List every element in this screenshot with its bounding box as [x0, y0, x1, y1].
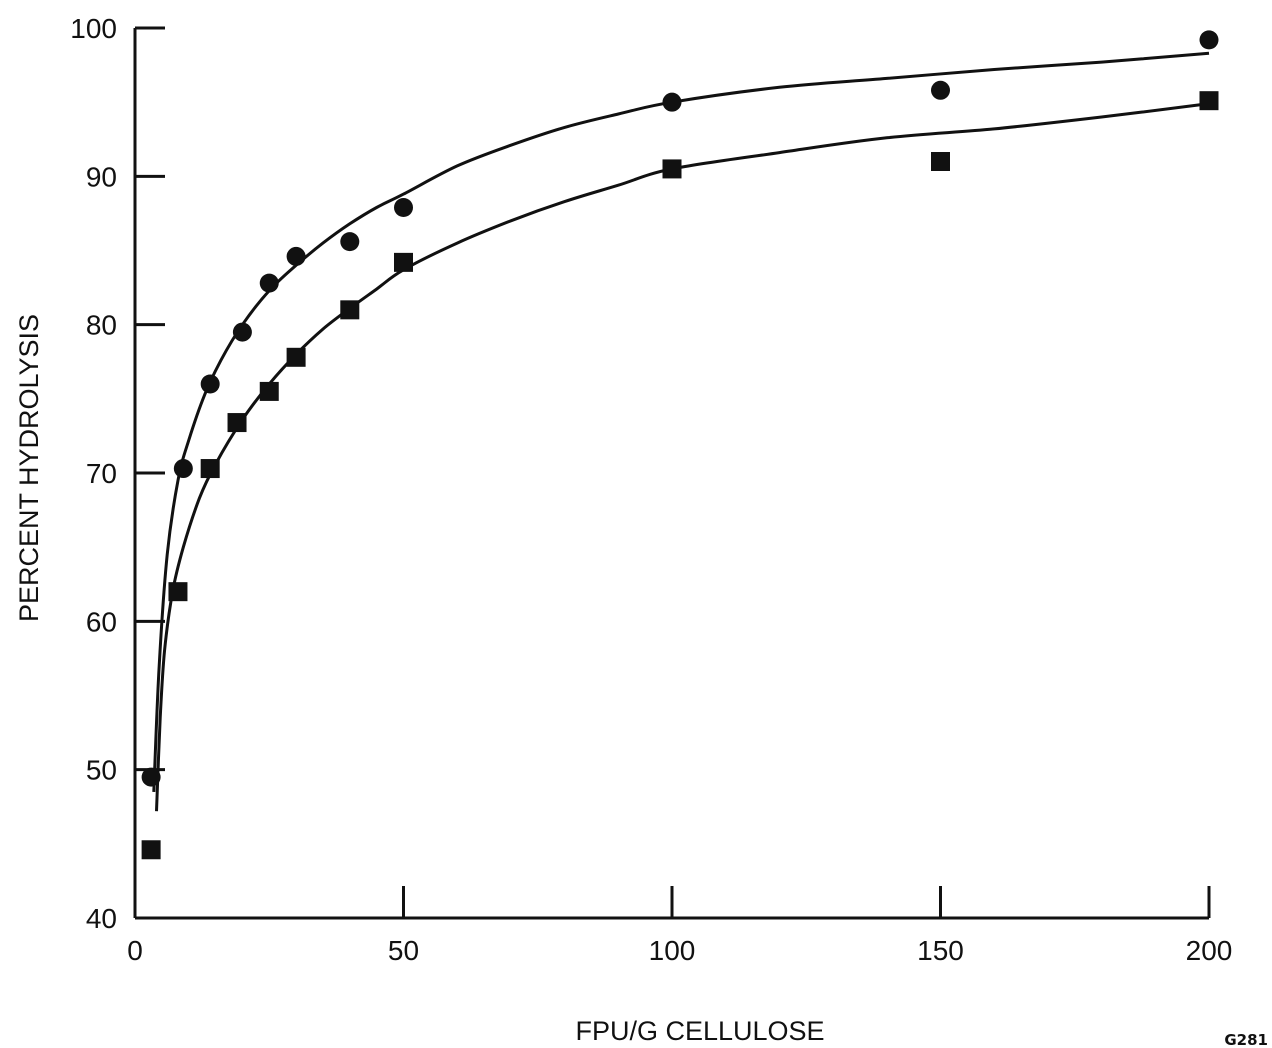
data-point-square: [662, 159, 682, 179]
data-point-square: [931, 152, 950, 171]
data-point-circle: [1199, 30, 1219, 50]
data-point-square: [259, 381, 279, 401]
fit-curve-square: [155, 102, 1210, 812]
data-point-circle: [286, 246, 306, 266]
x-tick-label: 100: [649, 935, 696, 966]
data-point-square: [227, 413, 247, 433]
data-point-circle: [394, 197, 413, 217]
data-point-square: [394, 252, 413, 272]
data-point-square: [200, 459, 220, 479]
data-point-circle: [173, 459, 193, 479]
data-point-square: [1199, 91, 1219, 111]
data-point-circle: [931, 80, 950, 100]
ticks: [135, 26, 1211, 920]
data-point-square: [168, 582, 188, 602]
x-tick-label: 50: [388, 935, 419, 966]
data-point-circle: [259, 273, 279, 293]
x-tick-label: 200: [1186, 935, 1233, 966]
y-axis-title: PERCENT HYDROLYSIS: [14, 314, 44, 622]
data-point-circle: [662, 92, 682, 112]
y-tick-label: 90: [86, 161, 117, 192]
tick-labels: 40 50 60 70 80 90 100 0 50 100 150 200: [70, 13, 1232, 966]
y-tick-label: 40: [86, 903, 117, 934]
data-point-circle: [340, 232, 360, 252]
data-markers: [141, 30, 1219, 860]
x-tick-label: 150: [917, 935, 964, 966]
data-point-circle: [232, 322, 252, 342]
x-tick-label: 0: [127, 935, 143, 966]
x-axis-title: FPU/G CELLULOSE: [575, 1016, 824, 1046]
data-point-square: [141, 840, 161, 860]
y-tick-label: 100: [70, 13, 117, 44]
y-tick-label: 70: [86, 458, 117, 489]
data-point-square: [286, 347, 306, 367]
data-point-square: [340, 300, 360, 320]
data-point-circle: [200, 374, 220, 394]
y-tick-label: 60: [86, 606, 117, 637]
data-point-circle: [141, 767, 161, 787]
y-tick-label: 50: [86, 755, 117, 786]
y-tick-label: 80: [86, 310, 117, 341]
figure-code: G281: [1224, 1031, 1268, 1048]
